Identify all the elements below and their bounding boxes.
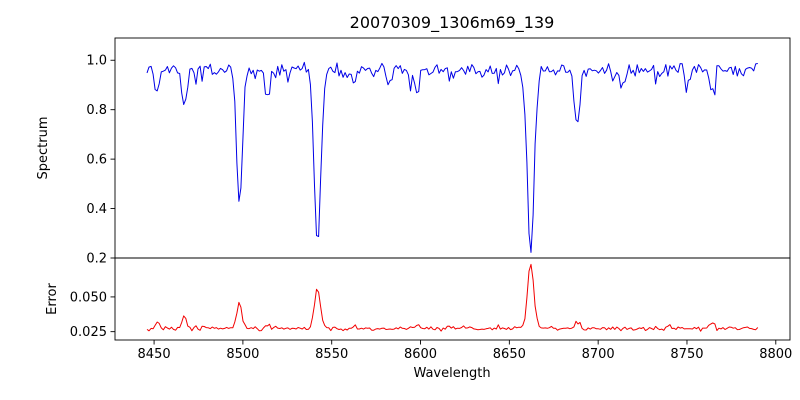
x-tick-label: 8600 (404, 347, 437, 362)
error-y-tick-label: 0.025 (70, 325, 107, 340)
x-tick-label: 8550 (315, 347, 348, 362)
error-line (146, 263, 759, 332)
spectrum-y-tick-label: 1.0 (86, 54, 107, 69)
spectrum-y-tick-label: 0.6 (86, 153, 107, 168)
x-tick-label: 8450 (138, 347, 171, 362)
error-panel-border (114, 257, 791, 341)
spectrum-y-tick-label: 0.4 (86, 202, 107, 217)
spectrum-y-tick-label: 0.2 (86, 252, 107, 267)
spectrum-panel-border (114, 37, 791, 259)
spectrum-line (146, 61, 758, 253)
plot-area: 8450 8500 8550 8600 8650 8700 8750 8800 0.2 0.4 0.… (70, 37, 792, 362)
x-tick-label: 8650 (493, 347, 526, 362)
spectrum-y-axis-label: Spectrum (36, 117, 51, 180)
x-axis-label: Wavelength (413, 366, 490, 381)
x-tick-label: 8750 (670, 347, 703, 362)
error-y-axis-label: Error (45, 283, 60, 315)
x-tick-label: 8700 (582, 347, 615, 362)
x-tick-label: 8500 (226, 347, 259, 362)
spectrum-y-tick-label: 0.8 (86, 103, 107, 118)
x-tick-label: 8800 (759, 347, 792, 362)
chart-title: 20070309_1306m69_139 (350, 13, 555, 33)
error-y-tick-label: 0.050 (70, 290, 107, 305)
